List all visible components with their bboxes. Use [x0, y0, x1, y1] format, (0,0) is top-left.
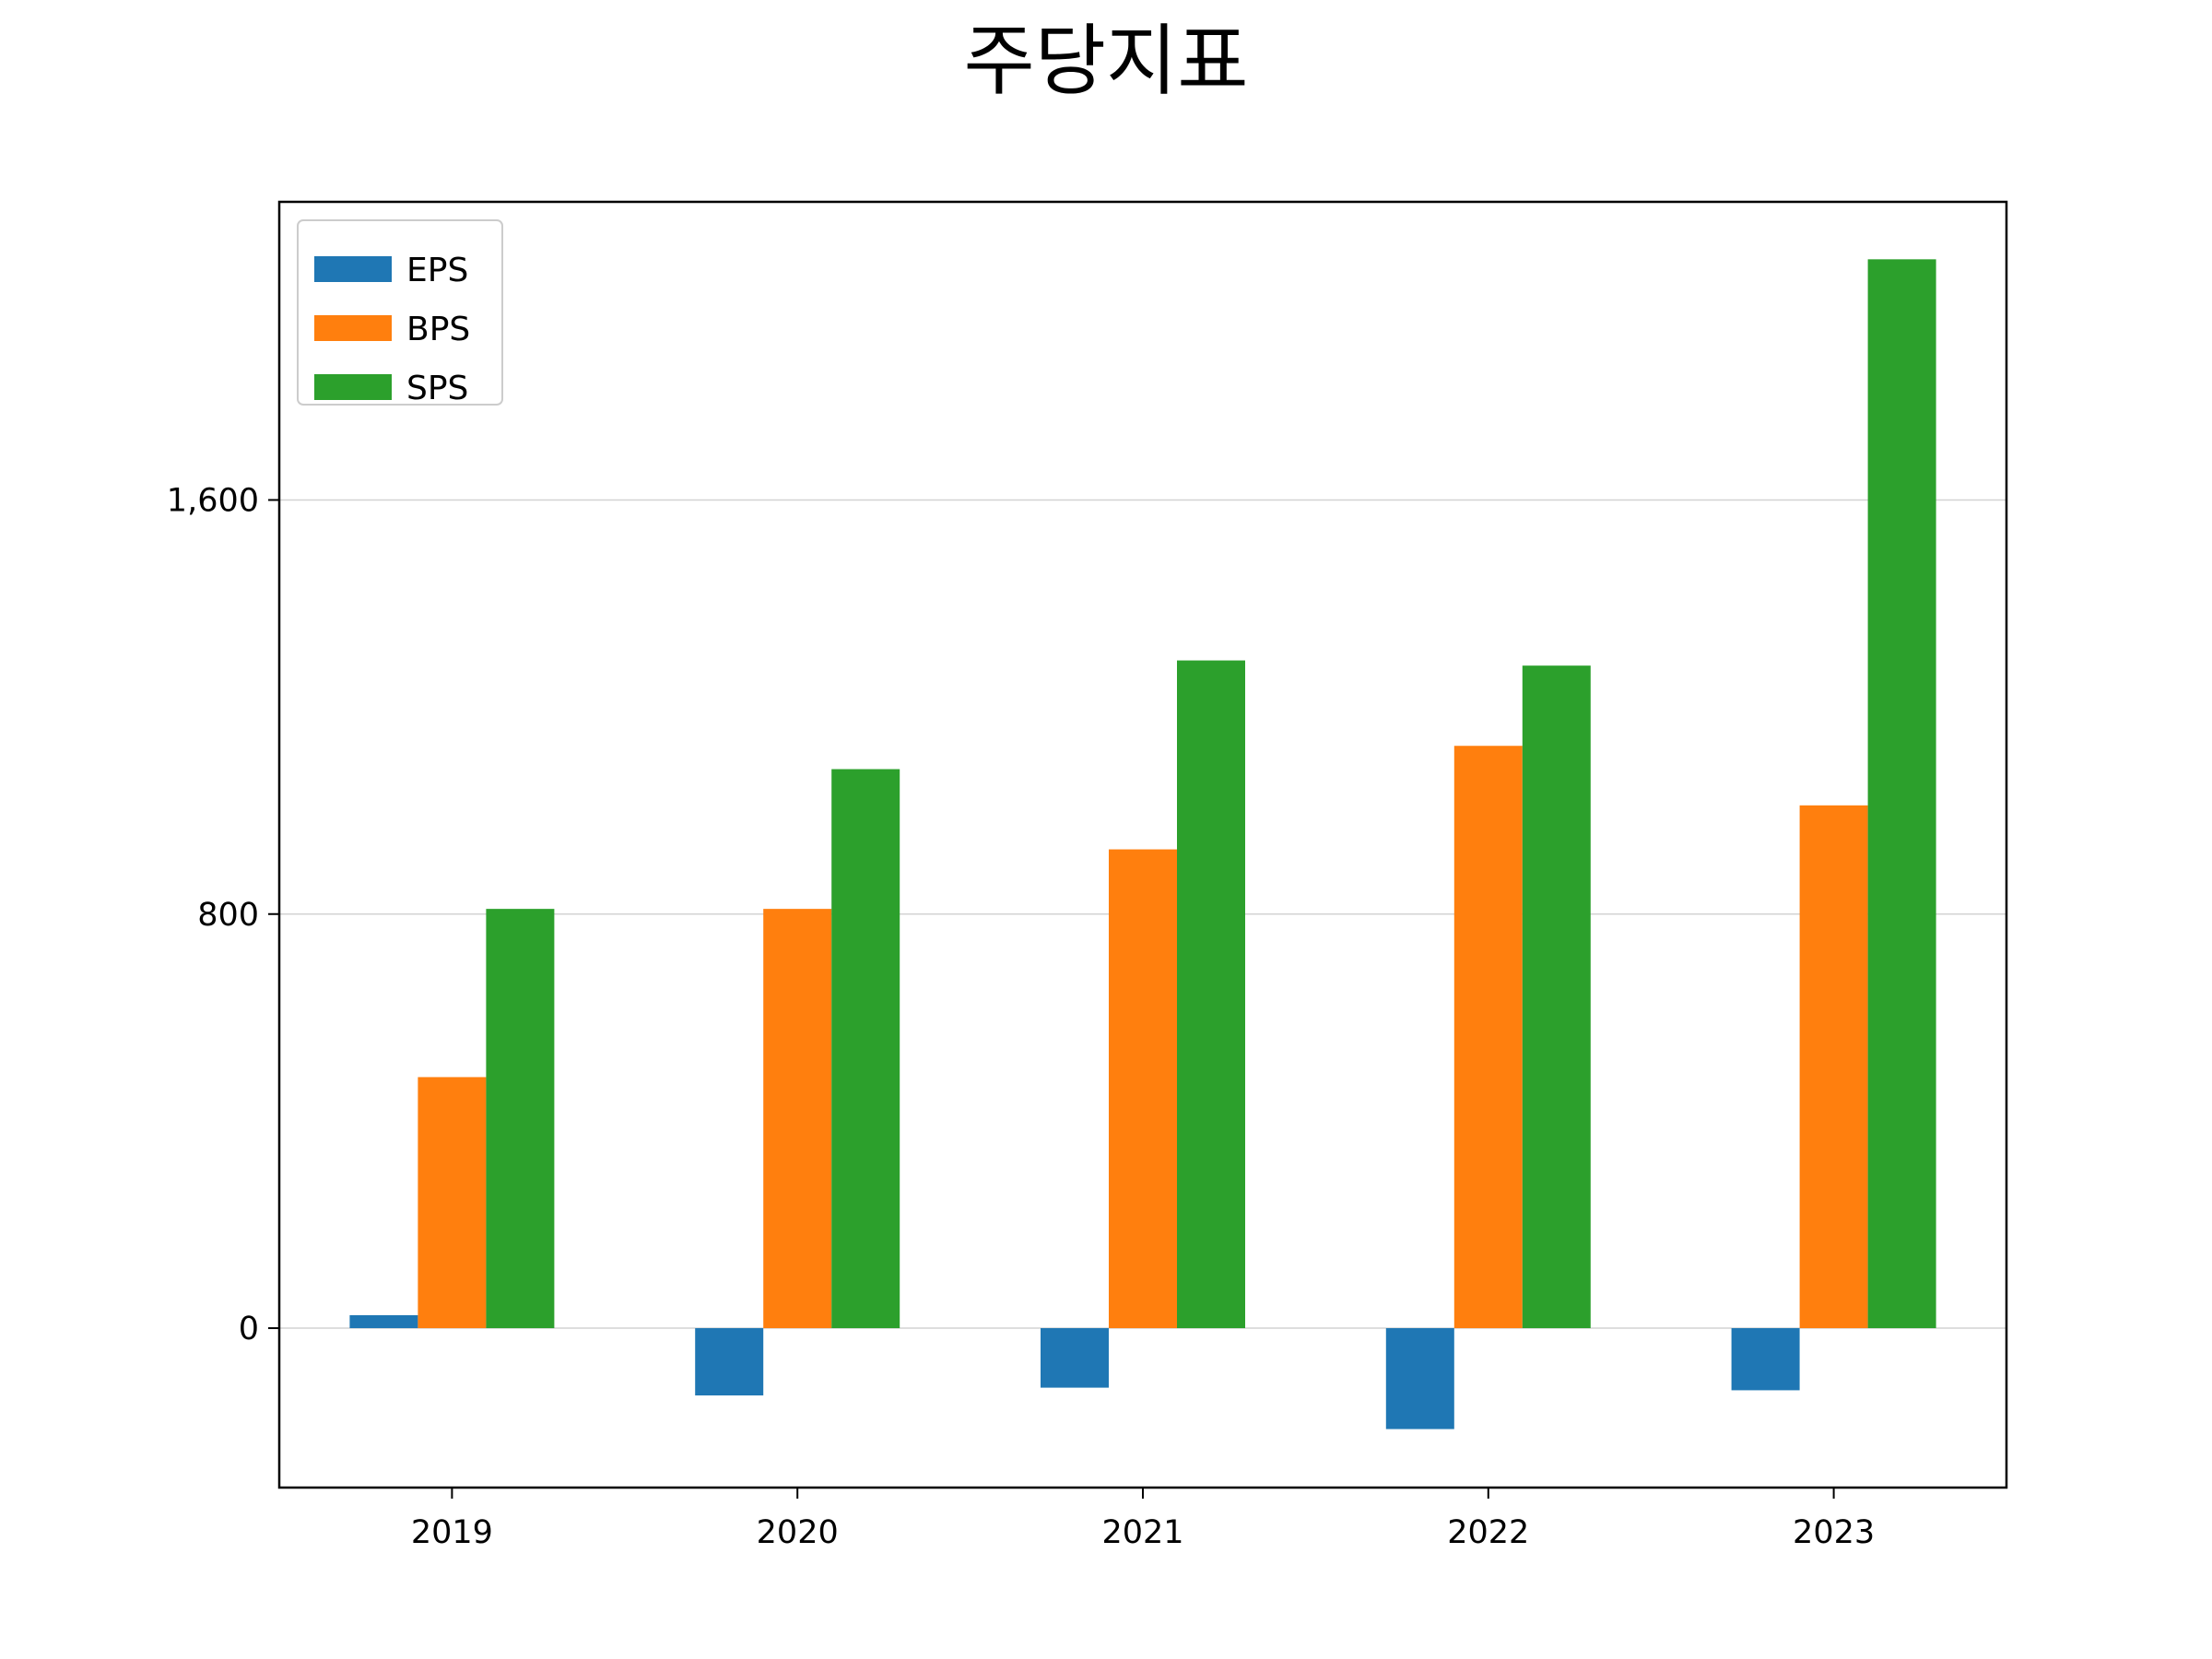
legend-swatch-sps: [314, 374, 392, 400]
x-axis: 2019 2020 2021 2022 2023: [411, 1488, 1875, 1551]
y-tick-label: 800: [197, 897, 259, 934]
bar-eps-2020: [695, 1328, 764, 1396]
bar-sps-2019: [486, 909, 555, 1329]
y-axis: 0 800 1,600: [167, 482, 279, 1347]
legend-swatch-bps: [314, 315, 392, 341]
x-tick-label: 2021: [1101, 1514, 1183, 1551]
bar-bps-2023: [1799, 805, 1868, 1329]
bar-eps-2023: [1731, 1328, 1800, 1391]
legend-label-eps: EPS: [406, 252, 468, 289]
bar-sps-2023: [1867, 259, 1936, 1329]
bar-bps-2019: [418, 1077, 487, 1329]
bars: [349, 259, 1936, 1430]
bar-eps-2021: [1041, 1328, 1109, 1388]
bar-sps-2021: [1177, 660, 1245, 1329]
bar-eps-2019: [349, 1314, 418, 1329]
bar-eps-2022: [1385, 1328, 1454, 1430]
bar-bps-2020: [763, 909, 832, 1329]
x-tick-label: 2022: [1447, 1514, 1529, 1551]
legend-label-sps: SPS: [406, 370, 468, 407]
bar-sps-2020: [831, 769, 900, 1329]
bar-bps-2021: [1109, 849, 1177, 1329]
legend-label-bps: BPS: [406, 311, 470, 348]
x-tick-label: 2020: [757, 1514, 839, 1551]
x-tick-label: 2023: [1793, 1514, 1875, 1551]
x-tick-label: 2019: [411, 1514, 493, 1551]
bar-bps-2022: [1453, 746, 1523, 1329]
chart-title: 주당지표: [963, 16, 1248, 106]
bar-sps-2022: [1522, 665, 1591, 1329]
legend-swatch-eps: [314, 256, 392, 282]
legend: EPS BPS SPS: [297, 219, 503, 407]
y-tick-label: 1,600: [167, 482, 259, 519]
y-tick-label: 0: [239, 1311, 259, 1347]
